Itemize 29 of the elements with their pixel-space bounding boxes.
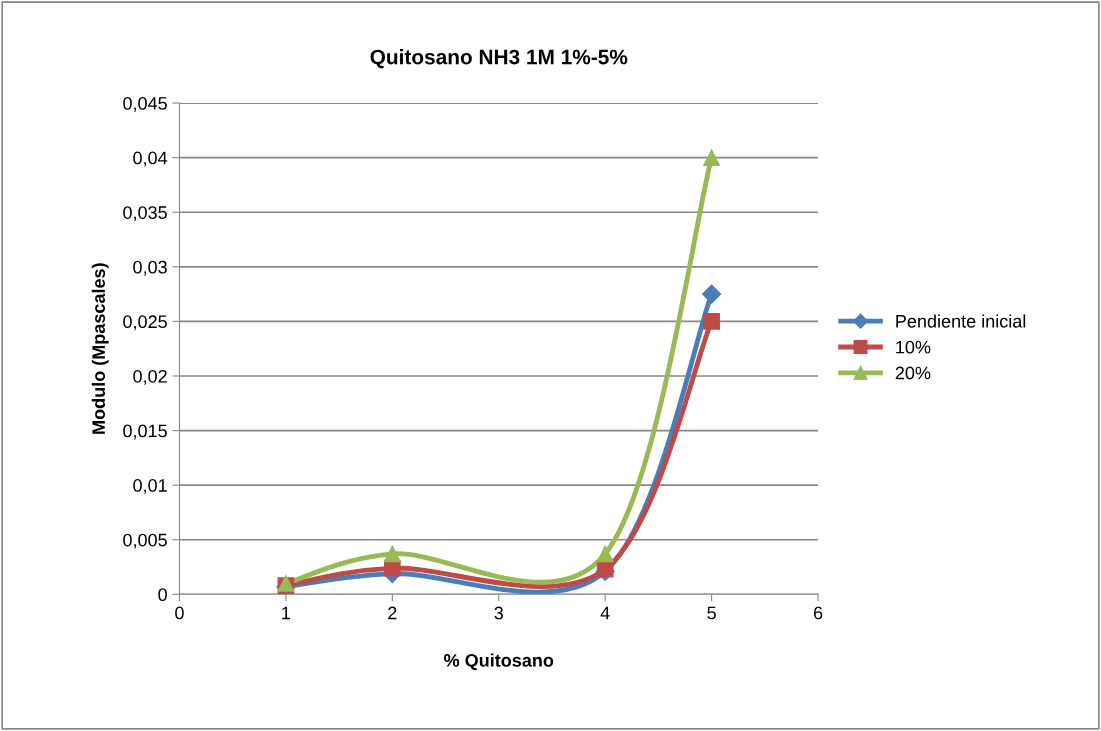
y-tick-label: 0,025 xyxy=(123,315,167,331)
y-tick-label: 0 xyxy=(158,588,167,602)
point xyxy=(596,545,614,563)
y-tick-label: 0,01 xyxy=(133,479,167,494)
point xyxy=(703,313,720,330)
y-tick-label: 0,015 xyxy=(123,424,167,440)
y-tick-label: 0,04 xyxy=(133,151,168,167)
legend-label: 20% xyxy=(895,366,931,380)
y-tick-label: 0,03 xyxy=(133,260,167,276)
y-tick-label: 0,005 xyxy=(123,533,167,549)
x-tick-label: 6 xyxy=(813,606,823,620)
point xyxy=(383,545,401,563)
x-tick-label: 4 xyxy=(600,606,610,620)
legend-label: Pendiente inicial xyxy=(896,314,1026,328)
x-tick-label: 3 xyxy=(494,606,503,620)
point xyxy=(702,284,722,304)
y-tick-label: 0,035 xyxy=(123,206,167,222)
chart-title: Quitosano NH3 1M 1%-5% xyxy=(370,49,628,69)
x-tick-label: 2 xyxy=(388,606,397,620)
point xyxy=(596,560,614,578)
y-axis-title: Modulo (Mpascales) xyxy=(91,263,109,434)
legend-label: 10% xyxy=(896,340,931,354)
point xyxy=(703,149,720,166)
x-axis-title: % Quitosano xyxy=(444,653,554,671)
x-tick-label: 1 xyxy=(282,606,291,620)
x-tick-label: 0 xyxy=(175,606,184,620)
x-tick-label: 5 xyxy=(707,606,716,620)
y-tick-label: 0,02 xyxy=(133,369,167,385)
y-tick-label: 0,045 xyxy=(123,97,167,112)
